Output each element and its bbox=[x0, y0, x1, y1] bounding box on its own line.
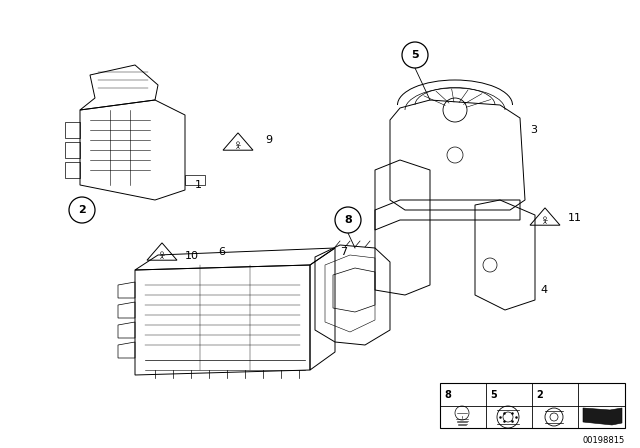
Text: 6: 6 bbox=[218, 247, 225, 257]
Circle shape bbox=[69, 197, 95, 223]
Text: 7: 7 bbox=[340, 247, 347, 257]
Text: 4: 4 bbox=[540, 285, 547, 295]
Circle shape bbox=[335, 207, 361, 233]
Text: 10: 10 bbox=[185, 251, 199, 261]
Text: 3: 3 bbox=[530, 125, 537, 135]
Text: 2: 2 bbox=[78, 205, 86, 215]
Polygon shape bbox=[583, 408, 622, 425]
Circle shape bbox=[402, 42, 428, 68]
Text: 5: 5 bbox=[411, 50, 419, 60]
Text: 8: 8 bbox=[444, 390, 451, 400]
Text: 2: 2 bbox=[536, 390, 543, 400]
Text: 9: 9 bbox=[265, 135, 272, 145]
Bar bbox=[440, 383, 625, 428]
Text: 1: 1 bbox=[195, 180, 202, 190]
Text: 5: 5 bbox=[490, 390, 497, 400]
Text: 00198815: 00198815 bbox=[583, 435, 625, 444]
Text: 11: 11 bbox=[568, 213, 582, 223]
Text: 8: 8 bbox=[344, 215, 352, 225]
